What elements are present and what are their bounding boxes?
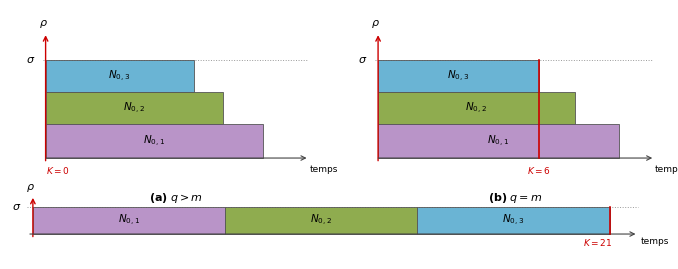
Text: $N_{0,3}$: $N_{0,3}$ bbox=[447, 69, 469, 84]
Text: temps: temps bbox=[655, 165, 678, 174]
Text: $N_{0,3}$: $N_{0,3}$ bbox=[502, 213, 525, 228]
Text: $N_{0,1}$: $N_{0,1}$ bbox=[118, 213, 140, 228]
Text: temps: temps bbox=[641, 237, 670, 246]
Text: $\rho$: $\rho$ bbox=[371, 18, 380, 30]
Bar bbox=[418, 207, 610, 234]
Bar bbox=[45, 124, 262, 158]
Text: $N_{0,2}$: $N_{0,2}$ bbox=[466, 101, 487, 116]
Text: $K = 21$: $K = 21$ bbox=[583, 237, 612, 248]
Text: $K = 6$: $K = 6$ bbox=[527, 165, 551, 176]
Bar bbox=[225, 207, 418, 234]
Text: temps: temps bbox=[309, 165, 338, 174]
Text: $\rho$: $\rho$ bbox=[39, 18, 47, 30]
Text: $K = 0$: $K = 0$ bbox=[45, 165, 70, 176]
Text: $N_{0,1}$: $N_{0,1}$ bbox=[143, 133, 165, 149]
Bar bbox=[378, 124, 619, 158]
Text: $\sigma$: $\sigma$ bbox=[26, 55, 36, 65]
Bar bbox=[45, 93, 223, 124]
Text: $\bf{(a)}$ $q > m$: $\bf{(a)}$ $q > m$ bbox=[149, 190, 203, 204]
Text: $\rho$: $\rho$ bbox=[26, 182, 35, 194]
Bar bbox=[45, 60, 193, 93]
Text: $\bf{(b)}$ $q = m$: $\bf{(b)}$ $q = m$ bbox=[488, 190, 542, 204]
Text: $\sigma$: $\sigma$ bbox=[359, 55, 367, 65]
Text: $\sigma$: $\sigma$ bbox=[12, 202, 21, 212]
Bar bbox=[378, 93, 575, 124]
Bar bbox=[33, 207, 225, 234]
Text: $N_{0,1}$: $N_{0,1}$ bbox=[487, 133, 509, 149]
Bar bbox=[378, 60, 538, 93]
Text: $N_{0,2}$: $N_{0,2}$ bbox=[123, 101, 145, 116]
Text: $N_{0,2}$: $N_{0,2}$ bbox=[311, 213, 332, 228]
Text: $N_{0,3}$: $N_{0,3}$ bbox=[108, 69, 131, 84]
